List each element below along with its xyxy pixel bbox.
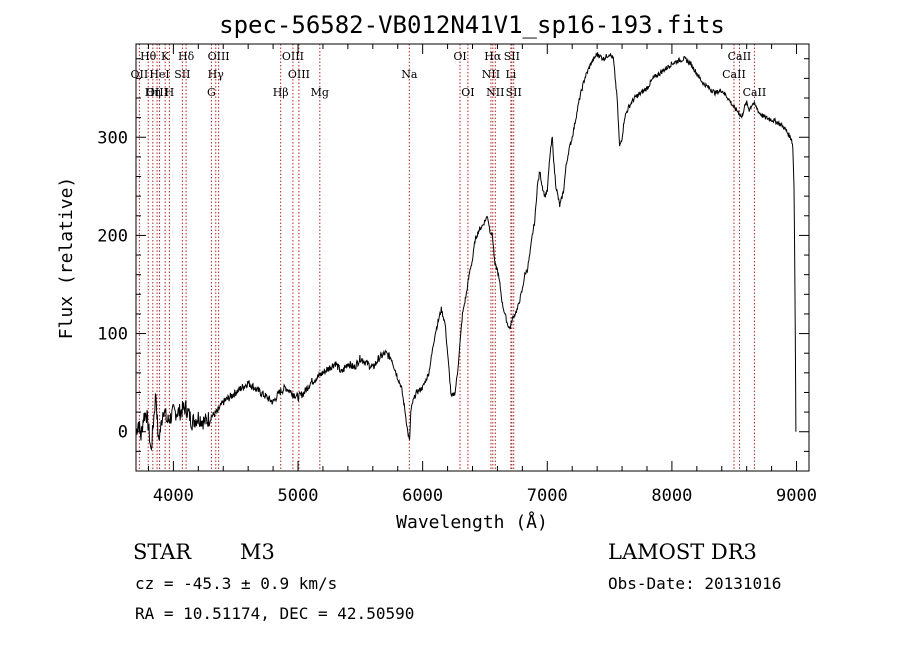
emission-line-label: Hθ xyxy=(140,50,157,63)
emission-line-label: OIII xyxy=(208,50,230,63)
x-axis-label: Wavelength (Å) xyxy=(396,511,548,533)
obs-date: Obs-Date: 20131016 xyxy=(608,574,782,593)
x-tick-label: 9000 xyxy=(776,486,817,506)
redshift-cz: cz = -45.3 ± 0.9 km/s xyxy=(135,574,338,593)
emission-line-label: G xyxy=(207,86,216,99)
survey-name: LAMOST DR3 xyxy=(608,540,757,564)
emission-line-label: Mg xyxy=(311,86,329,99)
x-tick-label: 6000 xyxy=(402,486,443,506)
emission-line-label: CaII xyxy=(743,86,767,99)
emission-line-label: Hδ xyxy=(178,50,195,63)
spectrum-line xyxy=(135,52,797,452)
emission-line-markers xyxy=(138,44,755,471)
emission-line-label: NII xyxy=(482,68,500,81)
object-subclass: M3 xyxy=(240,540,275,564)
x-tick-label: 5000 xyxy=(278,486,319,506)
chart-title: spec-56582-VB012N41V1_sp16-193.fits xyxy=(219,11,725,39)
emission-line-label: HeI xyxy=(149,68,169,81)
emission-line-label: OI xyxy=(461,86,474,99)
axis-ticks: 4000 5000 6000 7000 8000 9000 0 100 200 300 xyxy=(97,44,817,506)
emission-line-label: NII xyxy=(486,86,504,99)
object-type: STAR xyxy=(133,540,192,564)
emission-line-label: CaII xyxy=(728,50,752,63)
x-tick-label: 4000 xyxy=(153,486,194,506)
emission-line-label: Li xyxy=(505,68,516,81)
y-tick-label: 200 xyxy=(97,226,128,246)
emission-line-label: Hβ xyxy=(273,86,289,99)
emission-line-label: Na xyxy=(401,68,418,81)
y-tick-label: 300 xyxy=(97,128,128,148)
y-tick-label: 0 xyxy=(118,423,128,443)
y-axis-label: Flux (relative) xyxy=(56,177,77,340)
emission-line-label: Hη xyxy=(145,86,161,99)
emission-line-label: OII xyxy=(131,68,149,81)
emission-line-label: Hα xyxy=(484,50,502,63)
emission-line-label: K xyxy=(161,50,170,63)
emission-line-label: SII xyxy=(174,68,190,81)
y-tick-label: 100 xyxy=(97,325,128,345)
emission-line-label: Hγ xyxy=(208,68,225,81)
x-tick-label: 8000 xyxy=(651,486,692,506)
x-tick-label: 7000 xyxy=(527,486,568,506)
emission-line-label: CaII xyxy=(722,68,746,81)
emission-line-label: OIII xyxy=(282,50,304,63)
coordinates: RA = 10.51174, DEC = 42.50590 xyxy=(135,604,415,623)
emission-line-label: OIII xyxy=(288,68,310,81)
emission-line-label: OI xyxy=(453,50,466,63)
emission-line-label: SII xyxy=(506,86,522,99)
emission-line-label: H xyxy=(165,86,175,99)
emission-line-label: OIII xyxy=(146,86,168,99)
emission-line-label: SII xyxy=(504,50,520,63)
